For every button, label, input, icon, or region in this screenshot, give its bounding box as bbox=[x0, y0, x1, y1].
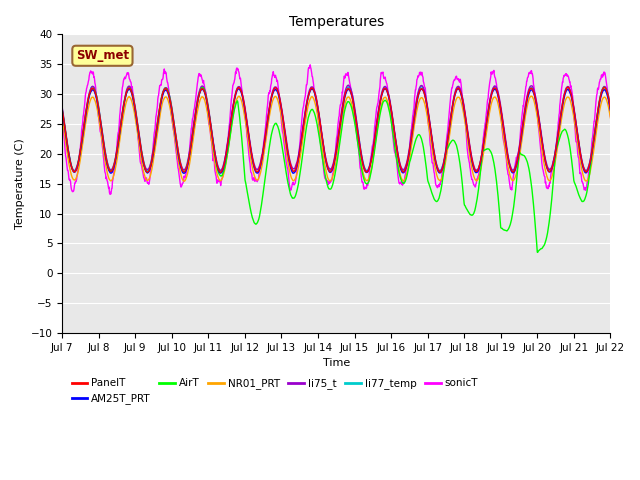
AirT bbox=[58, 107, 66, 113]
NR01_PRT bbox=[167, 108, 175, 114]
AirT bbox=[600, 84, 608, 90]
sonicT bbox=[422, 97, 430, 103]
sonicT bbox=[307, 62, 314, 68]
PanelT bbox=[242, 112, 250, 118]
li77_temp bbox=[241, 109, 249, 115]
sonicT bbox=[167, 110, 175, 116]
li77_temp bbox=[167, 99, 175, 105]
AM25T_PRT bbox=[381, 86, 388, 92]
li77_temp bbox=[422, 96, 430, 102]
AM25T_PRT bbox=[494, 92, 502, 97]
sonicT bbox=[107, 191, 115, 197]
PanelT bbox=[607, 106, 614, 111]
NR01_PRT bbox=[242, 121, 250, 127]
AM25T_PRT bbox=[58, 107, 66, 113]
sonicT bbox=[607, 114, 614, 120]
AM25T_PRT bbox=[242, 113, 250, 119]
li75_t bbox=[363, 168, 371, 174]
NR01_PRT bbox=[180, 179, 188, 184]
li75_t bbox=[607, 104, 614, 110]
PanelT bbox=[167, 101, 175, 107]
X-axis label: Time: Time bbox=[323, 358, 350, 368]
Line: AM25T_PRT: AM25T_PRT bbox=[62, 89, 611, 173]
AirT bbox=[542, 238, 550, 244]
AM25T_PRT bbox=[167, 102, 175, 108]
PanelT bbox=[542, 160, 550, 166]
AirT bbox=[180, 169, 188, 175]
NR01_PRT bbox=[542, 170, 550, 176]
Line: NR01_PRT: NR01_PRT bbox=[62, 96, 611, 181]
li77_temp bbox=[607, 105, 614, 110]
AM25T_PRT bbox=[422, 98, 430, 104]
AirT bbox=[534, 250, 541, 255]
AM25T_PRT bbox=[180, 170, 188, 176]
AM25T_PRT bbox=[607, 108, 614, 113]
AM25T_PRT bbox=[542, 162, 550, 168]
li75_t bbox=[241, 108, 249, 113]
li75_t bbox=[58, 104, 66, 110]
li77_temp bbox=[542, 160, 550, 166]
PanelT bbox=[180, 169, 188, 175]
NR01_PRT bbox=[607, 115, 614, 121]
Legend: PanelT, AM25T_PRT, AirT, NR01_PRT, li75_t, li77_temp, sonicT: PanelT, AM25T_PRT, AirT, NR01_PRT, li75_… bbox=[67, 374, 483, 408]
AM25T_PRT bbox=[180, 170, 188, 176]
AirT bbox=[493, 182, 500, 188]
sonicT bbox=[180, 175, 188, 180]
Y-axis label: Temperature (C): Temperature (C) bbox=[15, 138, 25, 229]
PanelT bbox=[493, 89, 501, 95]
sonicT bbox=[494, 88, 502, 94]
Line: li75_t: li75_t bbox=[62, 85, 611, 171]
PanelT bbox=[422, 96, 429, 102]
AirT bbox=[421, 157, 429, 163]
sonicT bbox=[242, 118, 250, 124]
NR01_PRT bbox=[493, 98, 501, 104]
li77_temp bbox=[253, 169, 261, 175]
sonicT bbox=[58, 110, 66, 116]
NR01_PRT bbox=[422, 105, 429, 110]
li75_t bbox=[344, 82, 352, 88]
PanelT bbox=[58, 107, 66, 112]
li77_temp bbox=[418, 84, 426, 90]
li75_t bbox=[494, 88, 502, 94]
li75_t bbox=[167, 98, 175, 104]
Line: li77_temp: li77_temp bbox=[62, 87, 611, 172]
Line: sonicT: sonicT bbox=[62, 65, 611, 194]
NR01_PRT bbox=[180, 179, 188, 184]
NR01_PRT bbox=[527, 93, 535, 99]
li75_t bbox=[180, 167, 188, 173]
Line: PanelT: PanelT bbox=[62, 87, 611, 172]
PanelT bbox=[217, 169, 225, 175]
li75_t bbox=[542, 159, 550, 165]
PanelT bbox=[564, 84, 572, 90]
li77_temp bbox=[180, 169, 188, 175]
Line: AirT: AirT bbox=[62, 87, 611, 252]
li77_temp bbox=[58, 106, 66, 111]
sonicT bbox=[542, 182, 550, 188]
li77_temp bbox=[494, 90, 502, 96]
NR01_PRT bbox=[58, 116, 66, 121]
li75_t bbox=[422, 95, 430, 101]
Title: Temperatures: Temperatures bbox=[289, 15, 384, 29]
AirT bbox=[241, 179, 249, 184]
Text: SW_met: SW_met bbox=[76, 49, 129, 62]
AirT bbox=[607, 106, 614, 112]
AirT bbox=[167, 100, 175, 106]
